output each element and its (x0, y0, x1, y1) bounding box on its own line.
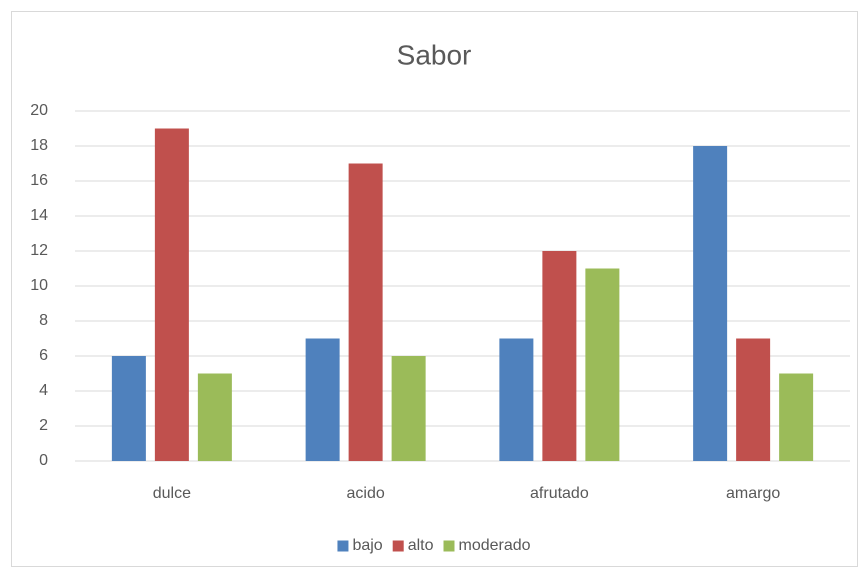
legend-item: alto (392, 537, 434, 554)
x-tick-label: amargo (726, 485, 780, 502)
bar (391, 356, 426, 461)
legend-item: bajo (337, 537, 383, 554)
y-tick-label: 2 (39, 417, 48, 434)
chart-title: Sabor (397, 39, 472, 70)
bar (305, 338, 340, 461)
x-tick-label: afrutado (530, 485, 589, 502)
bar (693, 146, 728, 461)
legend-label: alto (408, 537, 434, 554)
y-tick-label: 8 (39, 312, 48, 329)
y-tick-label: 6 (39, 347, 48, 364)
y-tick-label: 12 (30, 242, 48, 259)
y-tick-label: 14 (30, 207, 48, 224)
legend-label: moderado (459, 537, 531, 554)
bar (542, 251, 577, 461)
legend-label: bajo (352, 537, 382, 554)
chart-frame (11, 11, 858, 567)
bar (499, 338, 534, 461)
bar (197, 373, 232, 461)
y-tick-label: 4 (39, 382, 48, 399)
legend-swatch (337, 540, 349, 552)
legend-swatch (443, 540, 455, 552)
bar (779, 373, 814, 461)
y-tick-label: 0 (39, 452, 48, 469)
legend-swatch (392, 540, 404, 552)
x-tick-label: acido (347, 485, 385, 502)
y-tick-label: 10 (30, 277, 48, 294)
y-tick-label: 16 (30, 172, 48, 189)
bar (154, 128, 189, 461)
x-tick-label: dulce (153, 485, 191, 502)
bar (585, 268, 620, 461)
bar (736, 338, 771, 461)
y-tick-label: 20 (30, 102, 48, 119)
bar (348, 163, 383, 461)
y-tick-label: 18 (30, 137, 48, 154)
legend-item: moderado (443, 537, 531, 554)
bar (111, 356, 146, 461)
